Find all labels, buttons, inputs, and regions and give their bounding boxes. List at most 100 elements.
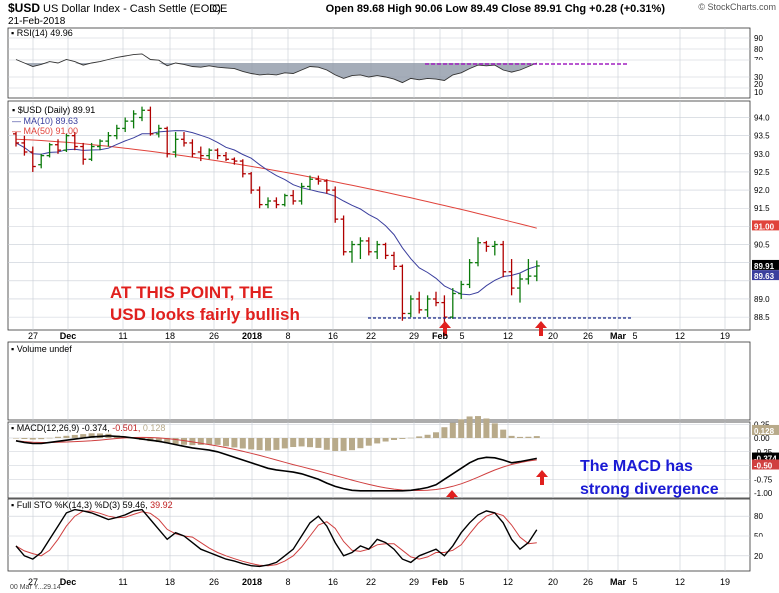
ohlc-bar <box>139 106 145 122</box>
x-tick-label: 2018 <box>242 577 262 587</box>
bottom-left-text: 00 Mar Y...29.14 <box>10 584 61 591</box>
ohlc-bar <box>214 148 221 160</box>
ohlc-bar <box>71 132 78 151</box>
ohlc-bars <box>13 106 540 325</box>
ohlc-bar <box>80 142 87 165</box>
axis-tick-label: 30 <box>754 73 763 82</box>
macd-panel-frame <box>7 421 751 499</box>
macd-histogram-bar <box>206 438 213 445</box>
ohlc-bar <box>181 132 187 147</box>
ohlc-bar <box>256 186 263 209</box>
x-tick-label: Feb <box>432 331 449 341</box>
macd-histogram-bar <box>21 438 28 439</box>
axis-value-tag <box>752 424 779 435</box>
macd-histogram-bar <box>231 438 238 448</box>
macd-histogram-bar <box>307 438 313 448</box>
axis-tick-label: 89.91 <box>754 262 775 271</box>
axis-tick-label: 50 <box>754 532 763 541</box>
macd-histogram-bar <box>441 427 448 438</box>
ohlc-bar <box>46 142 53 158</box>
ohlc-bar <box>122 117 129 133</box>
ohlc-bar <box>239 159 246 178</box>
symbol-text: $USD <box>8 1 40 15</box>
axis-tick-label: 90.5 <box>754 241 770 250</box>
axis-tick-label: 59.46 <box>754 526 775 535</box>
macd-histogram-bar <box>491 423 498 438</box>
ohlc-bar <box>349 240 355 263</box>
ma50-line <box>15 138 537 229</box>
ohlc-bar <box>63 133 70 152</box>
axis-tick-label: 20 <box>754 80 763 89</box>
axis-tick-label: 0.128 <box>754 427 775 436</box>
x-tick-label: 18 <box>165 577 175 587</box>
x-tick-label: Mar <box>610 577 627 587</box>
x-axis-bottom: 27 Dec 11 18 26 2018 8 16 22 29 Feb 5 12 20 26 Mar 5 12 19 <box>28 577 730 587</box>
x-tick-label: 5 <box>459 577 464 587</box>
x-tick-label: 26 <box>209 577 219 587</box>
ohlc-bar <box>21 135 28 156</box>
axis-tick-label: -1.00 <box>754 489 773 498</box>
axis-tick-label: -0.50 <box>754 462 773 471</box>
x-tick-label: 12 <box>503 577 513 587</box>
ohlc-bar <box>323 179 330 194</box>
axis-value-tag <box>752 452 779 463</box>
x-tick-label: 26 <box>209 331 219 341</box>
x-tick-label: 29 <box>409 331 419 341</box>
macd-histogram-bar <box>517 436 523 438</box>
x-tick-label: 8 <box>285 331 290 341</box>
ohlc-bar <box>391 251 397 270</box>
axis-tick-label: 80 <box>754 45 763 54</box>
x-tick-label: 27 <box>28 331 38 341</box>
sto-panel: ▪ Full STO %K(14,3) %D(3) 59.46, 39.92 8… <box>7 498 779 572</box>
ohlc-bar <box>88 142 95 162</box>
x-tick-label: 26 <box>583 331 593 341</box>
ohlc-bar <box>374 240 381 260</box>
up-arrow-icon <box>536 470 548 485</box>
axis-tick-label: 0.25 <box>754 420 770 429</box>
ohlc-bar <box>399 264 406 321</box>
ohlc-bar <box>491 240 498 256</box>
sto-k-line <box>15 508 538 568</box>
ohlc-bar <box>298 182 305 205</box>
x-tick-label: 16 <box>328 577 338 587</box>
ohlc-bar <box>315 175 322 185</box>
macd-histogram-bar <box>55 436 61 438</box>
macd-histogram-bar <box>88 433 95 438</box>
axis-tick-label: 93.0 <box>754 150 770 159</box>
ohlc-bar <box>340 215 347 256</box>
x-tick-label: 5 <box>632 331 637 341</box>
axis-tick-label: 49.96 <box>754 62 775 71</box>
macd-histogram-bar <box>357 438 364 449</box>
axis-value-tag <box>752 270 779 281</box>
ma10-line <box>15 130 537 296</box>
x-tick-label: 16 <box>328 331 338 341</box>
axis-tick-label: 39.92 <box>754 539 775 548</box>
macd-histogram-bar <box>265 438 271 451</box>
ma50-label: — MA(50) 91.00 <box>12 126 78 136</box>
axis-tick-label: 90 <box>754 34 763 43</box>
ohlc-bar <box>197 146 204 162</box>
axis-tick-label: 94.0 <box>754 114 770 123</box>
ohlc-bar <box>164 126 171 158</box>
brand-watermark: © StockCharts.com <box>698 2 776 12</box>
macd-panel: ▪ MACD(12,26,9) -0.374, -0.501, 0.128 Th… <box>7 416 779 506</box>
x-axis-top: 27 Dec 11 18 26 2018 8 16 22 29 Feb 5 12 20 26 Mar 5 12 19 <box>28 331 730 341</box>
rsi-line <box>15 53 537 84</box>
sto-grid <box>8 499 750 571</box>
macd-histogram-bar <box>340 438 347 451</box>
chart-header: $USD US Dollar Index - Cash Settle (EOD)… <box>8 1 776 27</box>
volume-panel: ▪ Volume undef <box>7 341 751 421</box>
macd-histogram-bar <box>46 437 53 439</box>
price-label: ▪ $USD (Daily) 89.91 <box>12 105 95 115</box>
macd-signal-line <box>15 436 537 492</box>
ohlc-bar <box>231 157 238 165</box>
x-tick-label: 20 <box>548 331 558 341</box>
axis-tick-label: 92.0 <box>754 186 770 195</box>
macd-histogram-bar <box>382 438 389 442</box>
x-tick-label: 27 <box>28 577 38 587</box>
macd-histogram-bar <box>80 434 87 438</box>
macd-histogram-bar <box>475 416 481 438</box>
price-axis-ticks: 94.093.593.092.592.091.591.0090.589.9189… <box>752 114 779 322</box>
ohlc-bar <box>441 295 448 325</box>
macd-histogram-bar <box>315 438 322 448</box>
